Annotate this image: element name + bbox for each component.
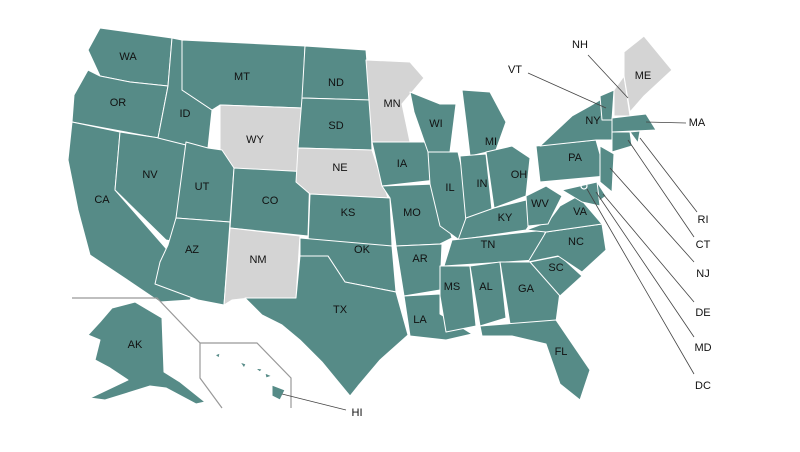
- state-tx[interactable]: [244, 255, 409, 397]
- state-ms[interactable]: [439, 265, 477, 333]
- state-label-la: LA: [413, 314, 427, 326]
- state-hi[interactable]: [254, 367, 263, 373]
- state-ri[interactable]: [629, 130, 641, 144]
- state-label-vt: VT: [508, 64, 522, 76]
- leader-line-nj: [609, 167, 695, 263]
- state-label-ne: NE: [332, 162, 347, 174]
- state-label-ks: KS: [341, 207, 356, 219]
- state-label-nv: NV: [142, 169, 158, 181]
- state-label-me: ME: [635, 70, 652, 82]
- state-hi[interactable]: [271, 384, 286, 401]
- state-label-de: DE: [695, 307, 710, 319]
- state-labels: WA OR CA NV ID MT WY UT CO AZ NM ND SD NE KS OK TX MN IA MO…: [94, 39, 711, 419]
- state-me[interactable]: [623, 35, 673, 113]
- state-label-ar: AR: [412, 253, 427, 265]
- state-label-sc: SC: [548, 262, 563, 274]
- state-label-ok: OK: [354, 244, 371, 256]
- state-label-wa: WA: [119, 51, 137, 63]
- state-label-dc: DC: [695, 380, 711, 392]
- state-label-md: MD: [694, 342, 711, 354]
- state-vt[interactable]: [599, 89, 615, 121]
- state-label-sd: SD: [328, 120, 343, 132]
- state-label-ny: NY: [585, 115, 601, 127]
- state-label-il: IL: [445, 182, 454, 194]
- state-label-al: AL: [479, 281, 492, 293]
- state-label-nm: NM: [249, 254, 266, 266]
- state-label-va: VA: [573, 206, 588, 218]
- state-fl[interactable]: [479, 319, 591, 401]
- state-shapes: [67, 27, 673, 405]
- state-hi[interactable]: [214, 352, 221, 359]
- leader-line-dc: [586, 188, 695, 375]
- state-label-ms: MS: [444, 281, 461, 293]
- state-label-id: ID: [180, 108, 191, 120]
- leader-line-nh: [587, 54, 629, 99]
- leader-lines: [281, 54, 698, 411]
- state-label-ut: UT: [195, 181, 210, 193]
- state-md[interactable]: [561, 181, 601, 207]
- state-label-pa: PA: [568, 152, 583, 164]
- state-label-ga: GA: [518, 283, 535, 295]
- state-dc-marker[interactable]: [580, 182, 588, 190]
- state-ak[interactable]: [87, 301, 206, 405]
- state-label-ky: KY: [498, 212, 513, 224]
- state-hi[interactable]: [264, 372, 273, 379]
- state-label-nc: NC: [568, 236, 584, 248]
- state-nd[interactable]: [301, 45, 371, 101]
- state-hi[interactable]: [239, 361, 247, 369]
- leader-line-ri: [639, 137, 698, 213]
- leader-line-de: [602, 193, 695, 303]
- state-ar[interactable]: [395, 243, 443, 297]
- state-label-wi: WI: [429, 118, 442, 130]
- state-wv[interactable]: [525, 185, 563, 227]
- state-label-co: CO: [262, 195, 279, 207]
- state-label-wv: WV: [531, 198, 549, 210]
- leader-line-ma: [645, 121, 687, 124]
- state-label-ct: CT: [696, 239, 711, 251]
- state-label-hi: HI: [352, 407, 363, 419]
- state-label-or: OR: [110, 97, 127, 109]
- state-label-mn: MN: [383, 98, 400, 110]
- state-label-az: AZ: [185, 244, 199, 256]
- state-label-ma: MA: [689, 117, 706, 129]
- state-label-nd: ND: [328, 77, 344, 89]
- hawaii-inset-border: [200, 342, 292, 408]
- state-label-nj: NJ: [696, 268, 709, 280]
- state-label-tx: TX: [333, 304, 348, 316]
- state-al[interactable]: [469, 261, 507, 327]
- state-label-ri: RI: [698, 214, 709, 226]
- state-label-in: IN: [477, 178, 488, 190]
- state-label-ak: AK: [128, 339, 143, 351]
- leader-line-hi: [281, 393, 347, 411]
- state-label-mo: MO: [403, 207, 421, 219]
- state-label-nh: NH: [572, 39, 588, 51]
- leader-line-vt: [527, 72, 607, 109]
- leader-line-md: [595, 191, 695, 338]
- state-label-mt: MT: [234, 71, 250, 83]
- state-ks[interactable]: [307, 193, 393, 247]
- state-label-ia: IA: [397, 158, 408, 170]
- state-label-tn: TN: [481, 239, 496, 251]
- leader-line-ct: [627, 139, 695, 238]
- state-label-oh: OH: [511, 169, 528, 181]
- state-label-ca: CA: [94, 194, 110, 206]
- state-label-fl: FL: [555, 346, 568, 358]
- inset-borders: [72, 297, 292, 409]
- state-ma[interactable]: [611, 113, 657, 133]
- state-label-mi: MI: [485, 136, 497, 148]
- state-oh[interactable]: [485, 145, 531, 209]
- state-nj[interactable]: [599, 145, 615, 193]
- state-nm[interactable]: [223, 227, 301, 306]
- state-label-wy: WY: [246, 134, 264, 146]
